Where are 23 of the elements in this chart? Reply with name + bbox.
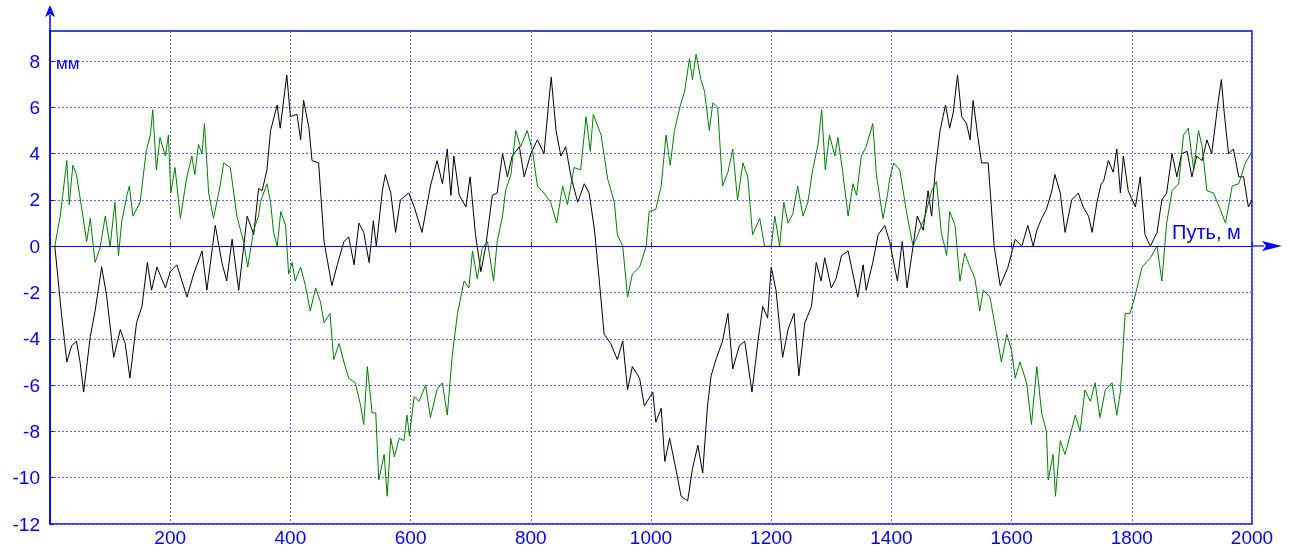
- x-tick-label: 600: [394, 527, 427, 547]
- x-tick-label: 1200: [750, 527, 793, 547]
- x-tick-label: 800: [514, 527, 547, 547]
- y-tick-label: 8: [29, 50, 40, 72]
- x-tick-label: 1400: [870, 527, 913, 547]
- y-tick-label: 2: [29, 189, 40, 211]
- x-tick-label: 1800: [1110, 527, 1153, 547]
- y-tick-label: -10: [12, 467, 40, 489]
- x-tick-label: 1600: [990, 527, 1033, 547]
- y-tick-label: -2: [23, 282, 40, 304]
- y-tick-label: -12: [12, 513, 40, 535]
- y-tick-label: 6: [29, 96, 40, 118]
- x-tick-label: 2000: [1230, 527, 1274, 547]
- y-tick-label: -8: [23, 420, 40, 442]
- y-tick-label: 4: [29, 143, 41, 165]
- x-tick-label: 1000: [629, 527, 673, 547]
- x-axis-title: Путь, м: [1172, 221, 1241, 244]
- x-tick-label: 400: [274, 527, 307, 547]
- y-tick-label: 0: [29, 235, 40, 257]
- y-tick-label: -4: [23, 328, 41, 350]
- y-tick-label: -6: [23, 374, 40, 396]
- y-axis-title: мм: [56, 54, 80, 73]
- x-tick-label: 200: [154, 527, 187, 547]
